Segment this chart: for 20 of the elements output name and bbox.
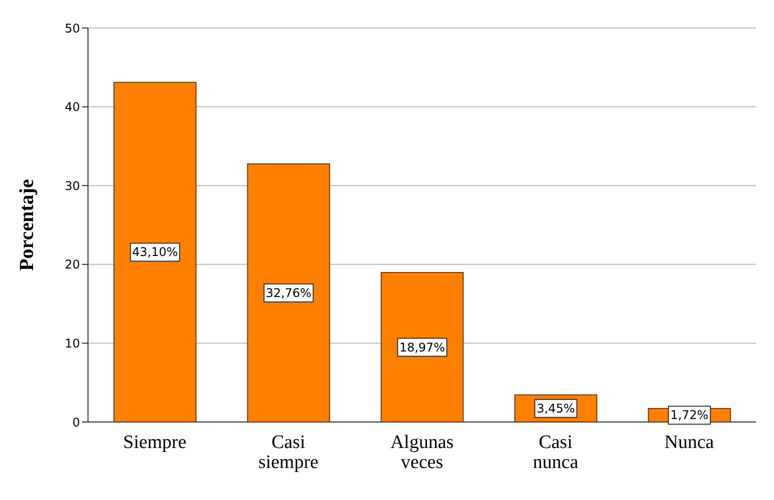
x-tick-label: Algunas veces <box>390 432 454 473</box>
data-label: 43,10% <box>132 245 178 260</box>
bar <box>247 163 330 422</box>
data-label: 18,97% <box>399 340 446 354</box>
x-tick-label: Casi nunca <box>532 432 579 473</box>
y-tick-label: 0 <box>72 415 80 430</box>
data-label: 32,76% <box>266 286 312 300</box>
bar <box>380 272 464 422</box>
bar <box>114 82 196 422</box>
x-tick-label: Siempre <box>123 432 186 453</box>
data-label: 3,45% <box>536 401 575 416</box>
y-tick-label: 20 <box>64 258 80 272</box>
y-tick-label: 40 <box>64 100 80 114</box>
y-tick-label: 50 <box>64 21 80 36</box>
x-tick-label: Nunca <box>664 432 715 453</box>
data-label: 1,72% <box>670 408 708 422</box>
y-tick-label: 30 <box>64 178 80 193</box>
y-tick-label: 10 <box>64 336 80 350</box>
y-axis-title: Porcentaje <box>16 178 38 271</box>
x-tick-label: Casi siempre <box>258 432 318 473</box>
